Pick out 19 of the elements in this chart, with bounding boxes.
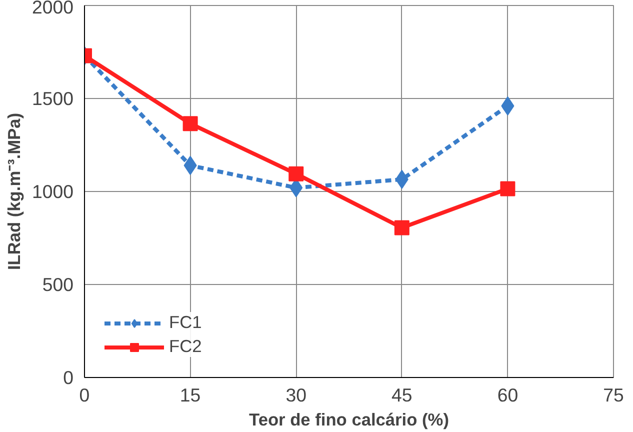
- x-tick-label: 15: [180, 384, 201, 406]
- point: [182, 116, 198, 132]
- legend-label: FC2: [169, 336, 202, 357]
- y-tick-label: 0: [63, 367, 74, 388]
- y-tick-label: 1000: [32, 181, 74, 202]
- point: [500, 181, 516, 196]
- x-tick-label: 30: [286, 384, 306, 406]
- x-tick-label: 75: [603, 384, 624, 406]
- x-tick-label: 60: [497, 384, 518, 406]
- point: [394, 220, 410, 236]
- y-tick-label: 1500: [32, 88, 74, 109]
- y-tick-label: 500: [42, 274, 74, 295]
- legend-label: FC1: [169, 312, 202, 333]
- point: [288, 166, 304, 182]
- y-axis-title: ILRad (kg.m⁻³.MPa): [4, 112, 24, 270]
- x-axis-title: Teor de fino calcário (%): [249, 410, 449, 430]
- x-tick-label: 0: [79, 384, 90, 406]
- x-tick-label: 45: [392, 384, 412, 406]
- y-tick-label: 2000: [32, 0, 74, 18]
